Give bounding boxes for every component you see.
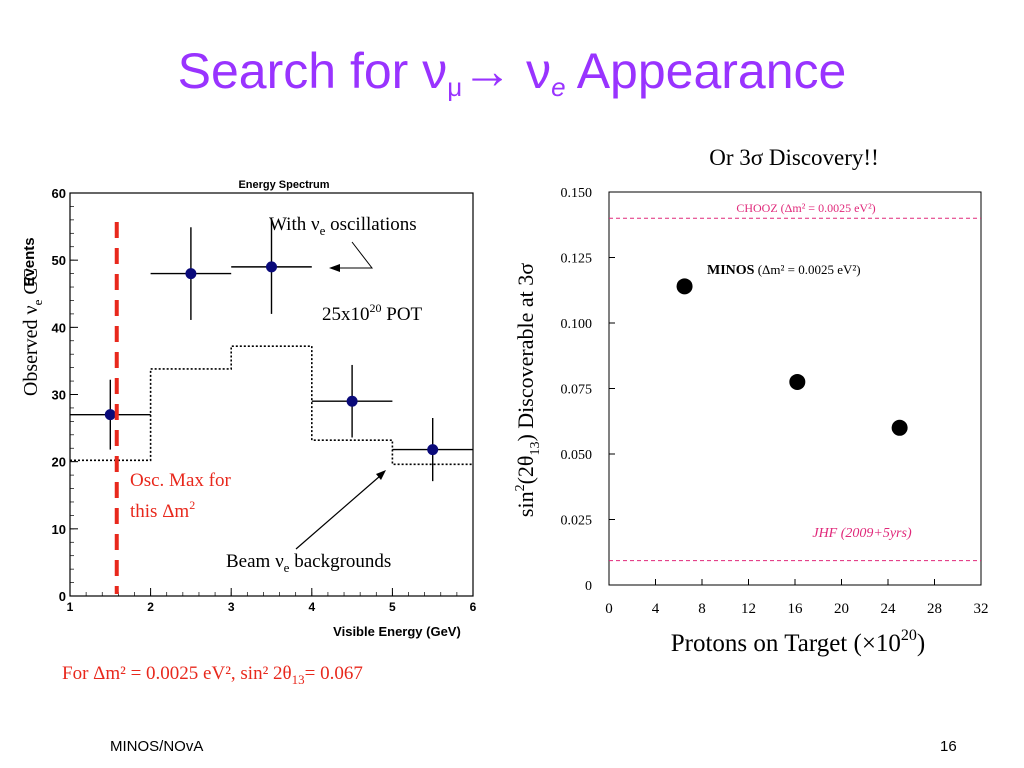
right-x-tick-label: 20: [834, 601, 849, 617]
data-point: [427, 444, 439, 456]
osc-annotation: With νe oscillations: [269, 214, 417, 238]
left-y-tick-label: 20: [52, 455, 66, 470]
right-x-tick-label: 0: [605, 601, 613, 617]
beam-bg-annotation: Beam νe backgrounds: [226, 551, 391, 575]
left-y-tick-label: 30: [52, 388, 66, 403]
minos-point: [789, 373, 806, 390]
title-prefix: Search for: [177, 43, 423, 99]
left-x-tick-label: 1: [67, 600, 74, 614]
osc-max-annotation-line1: Osc. Max for: [130, 470, 231, 491]
right-y-tick-label: 0: [585, 579, 592, 594]
right-y-axis-label: sin2(2θ13) Discoverable at 3σ: [513, 263, 543, 517]
slide-title: Search for νμ→ νe Appearance: [0, 42, 1024, 103]
left-x-tick-label: 2: [147, 600, 154, 614]
left-x-tick-label: 5: [389, 600, 396, 614]
data-point: [266, 261, 277, 273]
title-nu-mu: νμ: [422, 43, 463, 102]
left-y-tick-label: 40: [52, 320, 66, 335]
minos-point: [891, 419, 908, 436]
data-point: [346, 395, 358, 407]
right-y-tick-label: 0.100: [561, 317, 593, 332]
right-x-tick-label: 8: [698, 601, 706, 617]
right-x-tick-label: 24: [881, 601, 897, 617]
jhf-label: JHF (2009+5yrs): [812, 526, 912, 541]
left-side-y-label: Observed νe CC: [20, 268, 45, 396]
left-y-tick-label: 10: [52, 522, 66, 537]
right-y-tick-label: 0.075: [561, 383, 593, 398]
right-x-tick-label: 32: [974, 601, 989, 617]
right-x-tick-label: 16: [788, 601, 804, 617]
left-chart-title: Energy Spectrum: [238, 179, 329, 191]
right-x-tick-label: 4: [652, 601, 660, 617]
page-number: 16: [940, 738, 957, 755]
left-x-axis-label: Visible Energy (GeV): [333, 624, 461, 639]
left-x-tick-label: 3: [228, 600, 235, 614]
left-y-tick-label: 60: [52, 186, 66, 201]
osc-max-annotation-line2: this Δm2: [130, 498, 195, 522]
right-y-tick-label: 0.125: [561, 252, 593, 267]
chooz-label: CHOOZ (Δm² = 0.0025 eV²): [736, 201, 875, 215]
left-x-tick-label: 4: [308, 600, 315, 614]
right-y-tick-label: 0.150: [561, 186, 593, 201]
right-x-tick-label: 12: [741, 601, 756, 617]
title-arrow: →: [462, 43, 513, 99]
right-x-axis-label: Protons on Target (×1020): [671, 627, 926, 657]
right-chart-header: Or 3σ Discovery!!: [709, 145, 879, 170]
footer-left: MINOS/NOvA: [110, 738, 204, 755]
left-y-tick-label: 0: [59, 589, 66, 604]
data-point: [185, 268, 197, 280]
left-caption: For Δm² = 0.0025 eV², sin² 2θ13= 0.067: [62, 663, 363, 687]
title-suffix: Appearance: [565, 43, 847, 99]
pot-annotation: 25x1020 POT: [322, 301, 423, 325]
left-x-tick-label: 6: [470, 600, 477, 614]
title-nu-e: νe: [526, 43, 566, 102]
left-y-tick-label: 50: [52, 253, 66, 268]
minos-label: MINOS (Δm² = 0.0025 eV²): [707, 262, 861, 278]
right-y-tick-label: 0.025: [561, 514, 593, 529]
background-histogram: [70, 345, 473, 466]
right-x-tick-label: 28: [927, 601, 942, 617]
left-y-axis-label: Events: [21, 237, 38, 286]
osc-annotation-pointer: [335, 241, 374, 269]
beam-bg-pointer: [295, 475, 381, 550]
minos-point: [676, 278, 693, 295]
right-y-tick-label: 0.050: [561, 448, 593, 463]
data-point: [104, 409, 116, 421]
beam-bg-arrowhead: [376, 470, 386, 480]
osc-annotation-arrowhead: [329, 264, 340, 272]
